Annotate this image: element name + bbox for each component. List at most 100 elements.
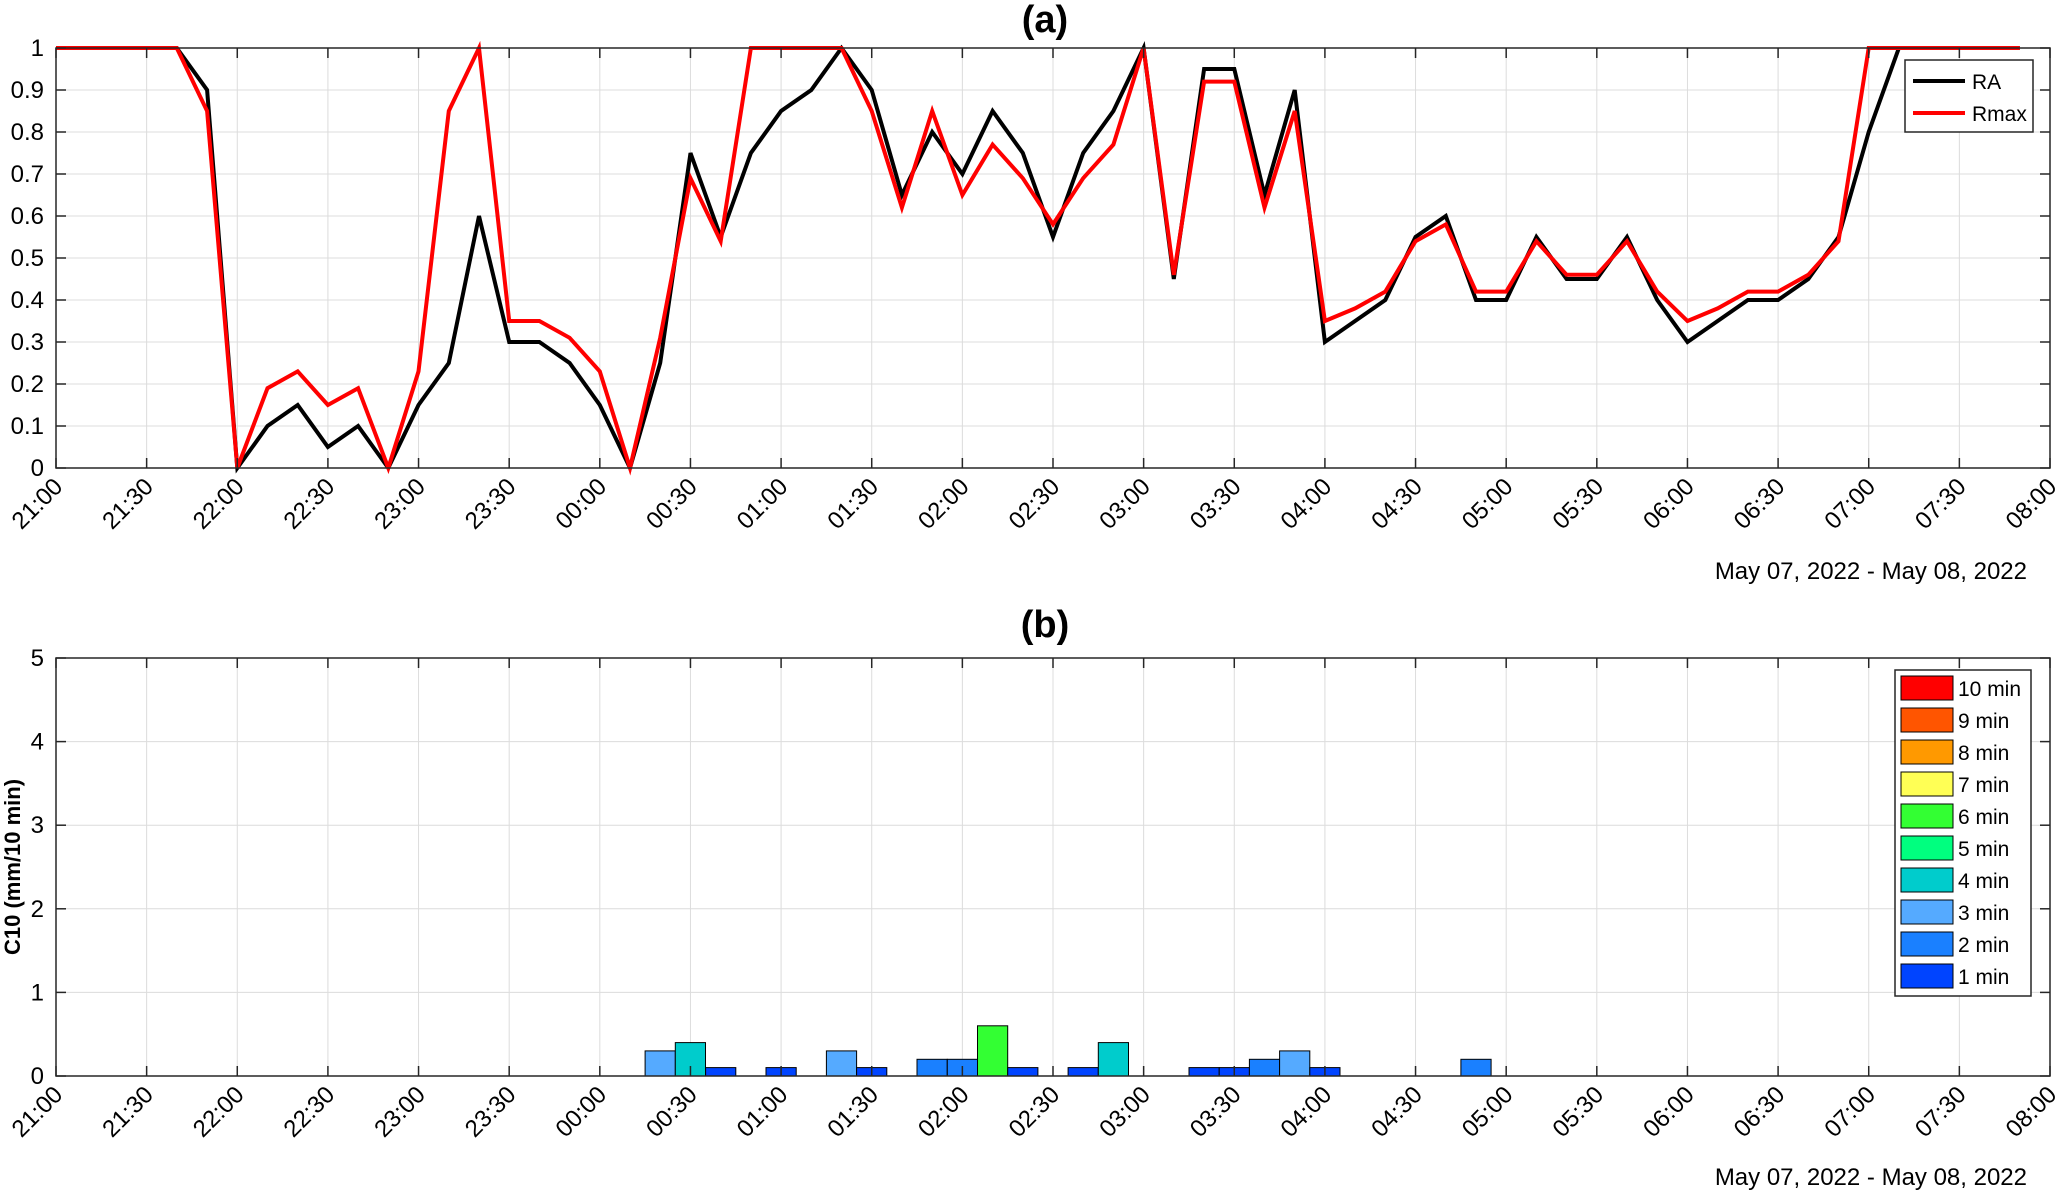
c10-bar — [977, 1025, 1009, 1077]
x-tick-label: 21:00 — [7, 473, 69, 535]
legend-label: 8 min — [1958, 742, 2009, 765]
x-tick-label: 21:30 — [97, 1081, 159, 1143]
legend-swatch — [1900, 835, 1954, 861]
x-tick-label: 05:00 — [1457, 473, 1519, 535]
legend-swatch — [1900, 675, 1954, 701]
x-tick-label: 23:30 — [460, 473, 522, 535]
x-tick-label: 07:00 — [1819, 1081, 1881, 1143]
y-tick-label: 0.9 — [11, 77, 44, 104]
x-tick-label: 05:30 — [1547, 1081, 1609, 1143]
x-tick-label: 06:00 — [1638, 473, 1700, 535]
x-tick-label: 04:30 — [1366, 473, 1428, 535]
x-tick-label: 03:30 — [1185, 473, 1247, 535]
c10-bar — [825, 1050, 858, 1077]
x-tick-label: 06:30 — [1729, 1081, 1791, 1143]
legend-label: 6 min — [1958, 806, 2009, 829]
y-tick-label: 0 — [31, 1063, 44, 1090]
x-tick-label: 04:30 — [1366, 1081, 1428, 1143]
y-tick-label: 2 — [31, 896, 44, 923]
x-tick-label: 01:00 — [732, 473, 794, 535]
x-tick-label: 00:00 — [550, 473, 612, 535]
x-tick-label: 07:00 — [1819, 473, 1881, 535]
x-tick-label: 01:00 — [732, 1081, 794, 1143]
y-tick-label: 0.5 — [11, 245, 44, 272]
c10-bar — [1460, 1058, 1492, 1077]
x-tick-label: 02:00 — [913, 1081, 975, 1143]
y-tick-label: 0.4 — [11, 287, 44, 314]
x-tick-label: 05:30 — [1547, 473, 1609, 535]
x-tick-label: 08:00 — [2001, 1081, 2063, 1143]
legend-label-ra: RA — [1972, 71, 2001, 94]
x-tick-label: 06:00 — [1638, 1081, 1700, 1143]
legend-swatch — [1900, 707, 1954, 733]
x-tick-label: 00:30 — [641, 1081, 703, 1143]
x-tick-label: 00:00 — [550, 1081, 612, 1143]
c10-bar — [705, 1067, 737, 1077]
legend-swatch — [1900, 867, 1954, 893]
x-tick-label: 02:00 — [913, 473, 975, 535]
legend-box — [1904, 59, 2034, 133]
x-tick-label: 22:30 — [279, 1081, 341, 1143]
panel-a-title: (a) — [1022, 0, 1068, 41]
y-tick-label: 0.8 — [11, 119, 44, 146]
x-tick-label: 08:00 — [2001, 473, 2063, 535]
legend-label: 7 min — [1958, 774, 2009, 797]
legend-swatch — [1900, 899, 1954, 925]
x-tick-label: 23:30 — [460, 1081, 522, 1143]
panel-a-legend: RA Rmax — [1904, 59, 2034, 133]
legend-label: 3 min — [1958, 902, 2009, 925]
legend-label: 5 min — [1958, 838, 2009, 861]
c10-bar — [1007, 1067, 1039, 1077]
c10-bar — [916, 1058, 948, 1077]
legend-label: 10 min — [1958, 678, 2021, 701]
series-line-ra — [56, 41, 2020, 474]
c10-bar — [1188, 1067, 1220, 1077]
panel-b-title: (b) — [1021, 604, 1070, 646]
x-tick-label: 02:30 — [1004, 1081, 1066, 1143]
x-tick-label: 03:00 — [1094, 473, 1156, 535]
panel-b-bars — [644, 1025, 1492, 1077]
panel-b-legend: 10 min 9 min 8 min 7 min 6 min 5 min 4 min 3 mi… — [1894, 669, 2032, 997]
series-line-rmax — [56, 40, 2020, 476]
legend-label-rmax: Rmax — [1972, 103, 2027, 126]
legend-label: 9 min — [1958, 710, 2009, 733]
x-tick-label: 01:30 — [822, 473, 884, 535]
y-tick-label: 0 — [31, 455, 44, 482]
c10-bar — [1067, 1067, 1099, 1077]
x-tick-label: 22:30 — [279, 473, 341, 535]
c10-bar — [1097, 1042, 1130, 1077]
x-tick-label: 01:30 — [822, 1081, 884, 1143]
y-tick-label: 3 — [31, 812, 44, 839]
legend-swatch — [1900, 931, 1954, 957]
legend-swatch — [1900, 803, 1954, 829]
y-tick-label: 5 — [31, 645, 44, 672]
y-tick-label: 4 — [31, 729, 44, 756]
legend-label: 2 min — [1958, 934, 2009, 957]
panel-a-series — [56, 40, 2020, 476]
x-tick-label: 06:30 — [1729, 473, 1791, 535]
panel-a-ra-rmax-chart: (a) 21:00 21:30 22:00 22:30 23:00 23:30 00:00 0… — [7, 0, 2063, 585]
panel-a-ticks: 21:00 21:30 22:00 22:30 23:00 23:30 00:00 00:30… — [7, 35, 2063, 535]
x-tick-label: 23:00 — [369, 473, 431, 535]
panel-b-y-axis-label: C10 (mm/10 min) — [0, 779, 25, 955]
x-tick-label: 03:00 — [1094, 1081, 1156, 1143]
legend-swatch — [1900, 739, 1954, 765]
x-tick-label: 02:30 — [1004, 473, 1066, 535]
x-tick-label: 04:00 — [1276, 1081, 1338, 1143]
x-tick-label: 23:00 — [369, 1081, 431, 1143]
x-tick-label: 21:30 — [97, 473, 159, 535]
y-tick-label: 1 — [31, 979, 44, 1006]
panel-b-grid — [55, 657, 2051, 1077]
y-tick-label: 0.1 — [11, 413, 44, 440]
y-tick-label: 0.7 — [11, 161, 44, 188]
c10-bar — [644, 1050, 676, 1077]
legend-label: 1 min — [1958, 966, 2009, 989]
panel-a-grid — [55, 47, 2051, 469]
x-tick-label: 22:00 — [188, 473, 250, 535]
x-tick-label: 07:30 — [1910, 473, 1972, 535]
x-tick-label: 21:00 — [7, 1081, 69, 1143]
y-tick-label: 1 — [31, 35, 44, 62]
y-tick-label: 0.3 — [11, 329, 44, 356]
legend-swatch — [1900, 963, 1954, 989]
